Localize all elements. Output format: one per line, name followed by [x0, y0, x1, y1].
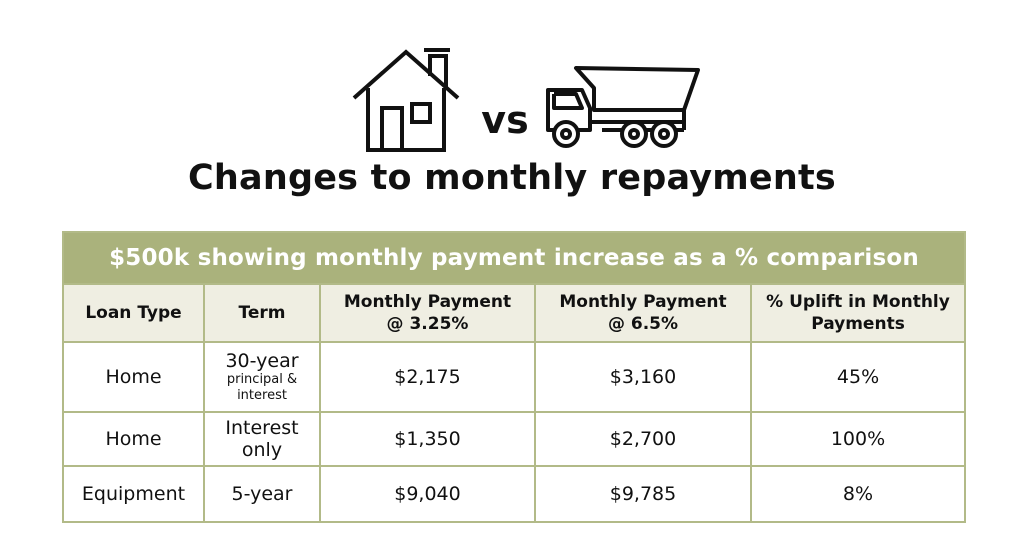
table-banner: $500k showing monthly payment increase a…: [61, 231, 967, 285]
comparison-table-container: $500k showing monthly payment increase a…: [61, 231, 967, 523]
cell-term: 5-year: [203, 465, 321, 523]
table-row: Equipment 5-year $9,040 $9,785 8%: [62, 465, 967, 523]
table-banner-row: $500k showing monthly payment increase a…: [61, 231, 967, 285]
header-loan-type-label: Loan Type: [85, 303, 182, 323]
cell-loan-type: Home: [62, 411, 205, 467]
cell-term-line1: Interest: [225, 417, 299, 439]
header-term-label: Term: [238, 303, 286, 323]
table-row: Home 30-year principal & interest $2,175…: [62, 341, 967, 413]
table-header-row: Loan Type Term Monthly Payment @ 3.25% M…: [62, 283, 967, 343]
cell-payment-65: $2,700: [534, 411, 752, 467]
cell-payment-65: $3,160: [534, 341, 752, 413]
cell-uplift: 45%: [749, 341, 967, 413]
cell-payment-325: $2,175: [319, 341, 536, 413]
cell-term: Interest only: [203, 411, 321, 467]
table-row: Home Interest only $1,350 $2,700 100%: [62, 411, 967, 467]
cell-loan-type: Equipment: [62, 465, 205, 523]
cell-loan-type: Home: [62, 341, 205, 413]
header-payment-65: Monthly Payment @ 6.5%: [534, 283, 752, 343]
dump-truck-icon: [546, 66, 700, 148]
cell-payment-65: $9,785: [534, 465, 752, 523]
cell-uplift: 100%: [749, 411, 967, 467]
header-payment-325: Monthly Payment @ 3.25%: [319, 283, 536, 343]
header-uplift: % Uplift in Monthly Payments: [749, 283, 967, 343]
header-payment-65-line1: Monthly Payment: [559, 292, 727, 312]
cell-term: 30-year principal & interest: [203, 341, 321, 413]
header-payment-325-line1: Monthly Payment: [343, 292, 512, 312]
house-icon: [352, 48, 460, 152]
cell-payment-325: $9,040: [319, 465, 536, 523]
header-payment-325-line2: @ 3.25%: [386, 314, 469, 334]
header-payment-65-line2: @ 6.5%: [607, 314, 679, 334]
cell-term-main: 30-year: [225, 350, 299, 372]
vs-label: vs: [481, 98, 529, 142]
cell-term-line2: only: [241, 439, 283, 461]
header-uplift-line1: % Uplift in Monthly: [766, 292, 950, 312]
header-term: Term: [203, 283, 321, 343]
cell-uplift: 8%: [749, 465, 967, 523]
header-uplift-line2: Payments: [811, 314, 905, 334]
cell-term-sub2: interest: [237, 388, 287, 403]
comparison-table: $500k showing monthly payment increase a…: [61, 231, 967, 523]
icon-row: vs: [0, 38, 1024, 152]
header-loan-type: Loan Type: [62, 283, 205, 343]
cell-payment-325: $1,350: [319, 411, 536, 467]
cell-term-sub1: principal &: [226, 372, 298, 387]
page-title: Changes to monthly repayments: [188, 158, 836, 198]
